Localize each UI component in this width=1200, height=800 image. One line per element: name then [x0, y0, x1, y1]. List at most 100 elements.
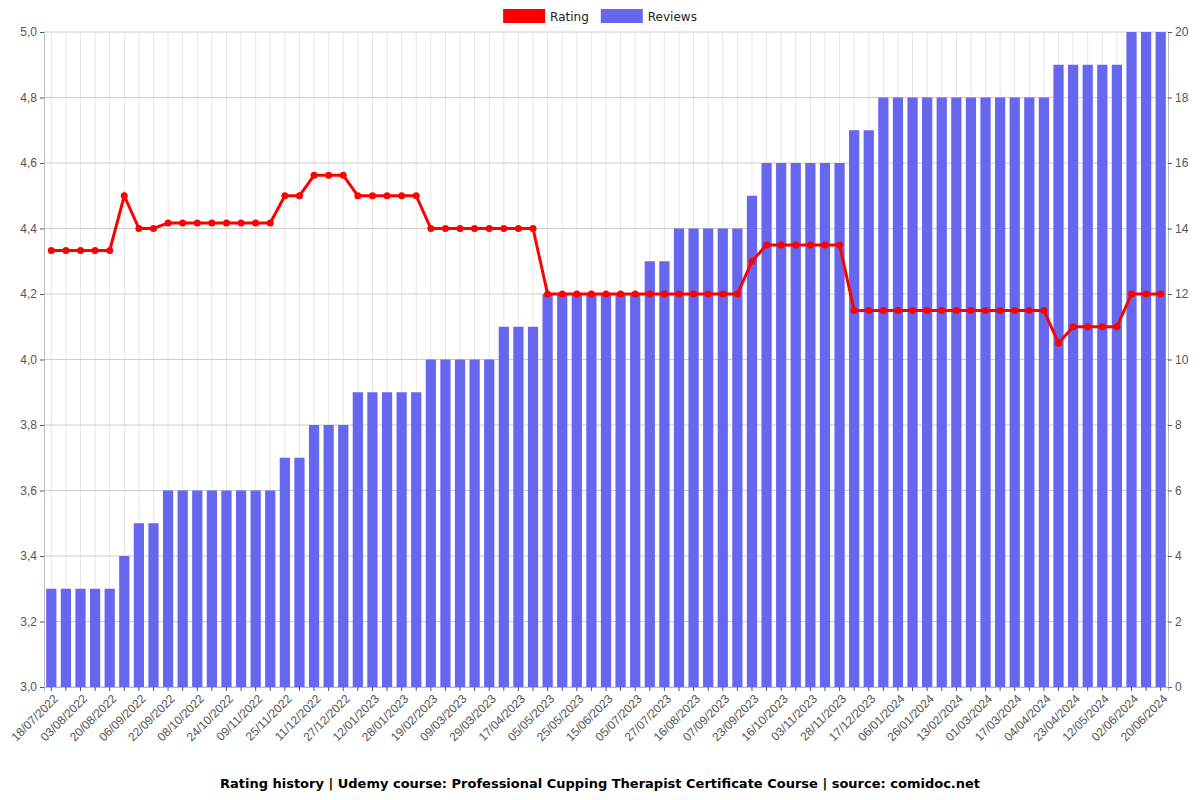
marker — [632, 291, 639, 298]
x-tick — [270, 687, 271, 691]
x-tick-mark — [1014, 687, 1015, 691]
x-tick — [1058, 687, 1059, 691]
x-tick — [737, 687, 738, 691]
x-tick-mark — [1043, 687, 1044, 691]
x-tick — [708, 687, 709, 691]
marker — [150, 225, 157, 232]
y2-tick-label: 0 — [1175, 680, 1182, 694]
x-tick-mark — [503, 687, 504, 691]
marker — [398, 192, 405, 199]
x-axis-line — [45, 688, 1169, 692]
x-axis: 18/07/202203/08/202220/08/202206/09/2022… — [9, 687, 1171, 744]
bar — [1053, 65, 1063, 687]
y-tick-label: 3,6 — [20, 484, 37, 498]
y-tick: 4,0 — [20, 353, 44, 367]
bar — [90, 589, 100, 687]
x-tick-mark — [211, 687, 212, 691]
bar — [718, 229, 728, 688]
x-tick-mark — [1131, 687, 1132, 691]
x-tick-mark — [124, 687, 125, 691]
bar — [1010, 98, 1020, 688]
y2-tick-mark — [1168, 229, 1172, 230]
x-tick — [1029, 687, 1030, 691]
bar — [878, 98, 888, 688]
legend-item: Rating — [503, 9, 589, 24]
marker — [442, 225, 449, 232]
bar — [572, 294, 582, 687]
marker — [500, 225, 507, 232]
x-tick-mark — [576, 687, 577, 691]
x-tick-mark — [314, 687, 315, 691]
marker — [530, 225, 537, 232]
x-tick-mark — [781, 687, 782, 691]
x-tick-mark — [460, 687, 461, 691]
y-tick-label: 5,0 — [20, 25, 37, 39]
x-tick — [474, 687, 475, 691]
y2-tick-label: 10 — [1175, 353, 1189, 367]
x-tick-mark — [941, 687, 942, 691]
x-tick-mark — [270, 687, 271, 691]
x-tick-mark — [197, 687, 198, 691]
x-tick-mark — [80, 687, 81, 691]
y-tick-label: 3,0 — [20, 680, 37, 694]
marker — [894, 307, 901, 314]
y-tick-mark — [40, 687, 44, 688]
marker — [1099, 323, 1106, 330]
x-tick — [241, 687, 242, 691]
marker — [778, 241, 785, 248]
y2-tick-mark — [1168, 360, 1172, 361]
bar — [484, 360, 494, 688]
marker — [559, 291, 566, 298]
x-tick-mark — [708, 687, 709, 691]
y-tick-mark — [40, 360, 44, 361]
y-tick-mark — [40, 425, 44, 426]
bar — [61, 589, 71, 687]
y2-tick: 6 — [1168, 484, 1182, 498]
y2-tick: 8 — [1168, 418, 1182, 432]
marker — [325, 172, 332, 179]
bar — [1097, 65, 1107, 687]
x-tick-mark — [518, 687, 519, 691]
y2-tick: 10 — [1168, 353, 1189, 367]
marker — [967, 307, 974, 314]
marker — [1113, 323, 1120, 330]
y2-tick-label: 6 — [1175, 484, 1182, 498]
x-tick-mark — [562, 687, 563, 691]
x-tick — [883, 687, 884, 691]
marker — [267, 219, 274, 226]
marker — [179, 219, 186, 226]
x-tick-mark — [766, 687, 767, 691]
marker — [675, 291, 682, 298]
legend: RatingReviews — [503, 9, 697, 24]
bar-series — [46, 32, 1166, 687]
x-tick — [591, 687, 592, 691]
y-tick: 3,4 — [20, 549, 44, 563]
x-tick-mark — [357, 687, 358, 691]
marker — [705, 291, 712, 298]
y2-tick-label: 18 — [1175, 91, 1189, 105]
marker — [340, 172, 347, 179]
x-tick-mark — [241, 687, 242, 691]
marker — [223, 219, 230, 226]
y-tick-mark — [40, 294, 44, 295]
x-tick-mark — [65, 687, 66, 691]
marker — [836, 241, 843, 248]
x-tick-mark — [1000, 687, 1001, 691]
marker — [311, 172, 318, 179]
x-tick-mark — [182, 687, 183, 691]
x-tick-mark — [284, 687, 285, 691]
x-tick-mark — [868, 687, 869, 691]
x-tick-mark — [328, 687, 329, 691]
x-tick-mark — [430, 687, 431, 691]
x-tick — [649, 687, 650, 691]
x-tick-mark — [927, 687, 928, 691]
bar — [280, 458, 290, 687]
marker — [471, 225, 478, 232]
marker — [821, 241, 828, 248]
bar — [557, 294, 567, 687]
marker — [384, 192, 391, 199]
x-tick-mark — [722, 687, 723, 691]
marker — [880, 307, 887, 314]
marker — [734, 291, 741, 298]
x-tick-mark — [255, 687, 256, 691]
